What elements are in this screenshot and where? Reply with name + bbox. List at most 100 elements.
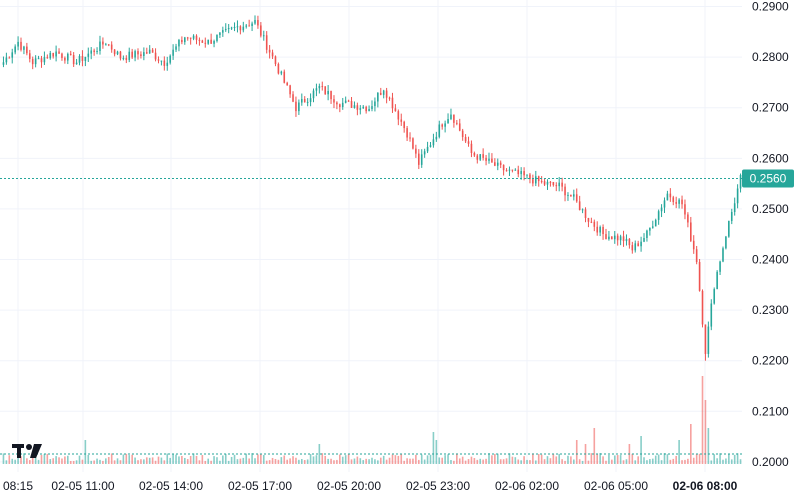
volume-bar: [502, 459, 505, 464]
volume-bar: [140, 459, 142, 464]
candle-body: [207, 39, 210, 44]
candle-body: [134, 51, 136, 58]
volume-bar: [599, 453, 601, 464]
volume-bar: [488, 453, 490, 464]
volume-bar: [423, 459, 426, 464]
candle-body: [546, 181, 549, 185]
candle-body: [540, 181, 543, 183]
volume-bar: [34, 456, 37, 464]
volume-bar: [719, 453, 721, 464]
volume-bar: [415, 454, 417, 464]
volume-bar: [254, 458, 256, 464]
volume-bar: [347, 454, 350, 464]
candle-body: [605, 234, 607, 240]
candle-body: [622, 236, 625, 242]
x-tick-label: 02-05 23:00: [406, 479, 470, 493]
volume-bar: [184, 457, 186, 464]
volume-bar: [37, 459, 40, 464]
candle-body: [78, 56, 81, 63]
candle-body: [429, 145, 432, 147]
y-tick-label: 0.2000: [752, 455, 789, 469]
chart-grid: [0, 0, 742, 472]
candle-body: [87, 53, 90, 57]
volume-bar: [453, 460, 455, 464]
candle-body: [581, 209, 584, 211]
candle-body: [657, 211, 660, 220]
volume-bar: [93, 460, 95, 464]
candle-body: [160, 60, 163, 62]
volume-bar: [11, 458, 14, 464]
candle-body: [353, 105, 356, 108]
volume-bar: [681, 460, 683, 464]
candle-body: [575, 194, 578, 202]
candle-body: [260, 25, 262, 36]
candle-body: [505, 170, 508, 172]
candle-body: [619, 236, 622, 241]
current-price-value: 0.2560: [750, 172, 787, 186]
candle-body: [561, 182, 563, 187]
candle-body: [403, 121, 405, 129]
candle-body: [453, 114, 455, 123]
time-axis[interactable]: 08:15 02-05 11:00 02-05 14:00 02-05 17:00 02…: [3, 479, 738, 493]
candle-body: [154, 52, 157, 60]
candle-body: [84, 56, 87, 61]
candle-body: [558, 182, 560, 187]
candle-body: [450, 114, 452, 120]
candle-body: [379, 92, 382, 95]
volume-bar: [532, 453, 534, 464]
volume-bar: [289, 458, 291, 464]
candle-body: [242, 26, 245, 31]
volume-bar: [377, 460, 379, 464]
x-tick-label: 02-06 02:00: [495, 479, 559, 493]
candle-body: [599, 226, 601, 233]
candle-body: [701, 290, 704, 325]
volume-bar: [324, 455, 327, 464]
tradingview-logo-icon[interactable]: [12, 444, 42, 458]
candle-body: [584, 209, 587, 218]
y-tick-label: 0.2400: [752, 253, 789, 267]
price-axis[interactable]: 0.2900 0.2800 0.2700 0.2600 0.2500 0.2400 0.23…: [752, 0, 789, 469]
candle-body: [192, 35, 195, 39]
candle-body: [625, 238, 628, 242]
x-tick-label: 08:15: [3, 479, 33, 493]
volume-bar: [482, 459, 484, 464]
candle-body: [537, 176, 540, 182]
volume-bar: [163, 460, 166, 464]
candle-body: [496, 162, 499, 166]
volume-bar: [365, 458, 367, 464]
candle-body: [458, 123, 461, 131]
candle-body: [43, 57, 46, 63]
candle-body: [178, 39, 180, 47]
volume-bar: [69, 460, 72, 464]
candle-body: [169, 55, 171, 63]
candle-body: [654, 219, 657, 227]
candle-body: [96, 51, 98, 53]
volume-bar: [274, 458, 277, 464]
volume-bar: [227, 460, 230, 464]
volume-bar: [684, 459, 686, 464]
volume-bar: [496, 453, 499, 464]
candle-body: [473, 152, 476, 156]
volume-bar: [178, 456, 180, 464]
volume-bar: [239, 458, 242, 464]
candle-body: [613, 235, 616, 240]
volume-bar: [687, 458, 689, 464]
candle-body: [245, 25, 248, 27]
volume-bar: [663, 453, 666, 464]
candle-body: [31, 58, 34, 65]
candle-body: [210, 39, 212, 44]
volume-bar: [485, 458, 487, 464]
volume-bar: [321, 453, 324, 464]
volume-bar: [625, 459, 628, 464]
candle-body: [502, 164, 505, 171]
volume-bar: [260, 454, 262, 464]
candle-body: [2, 62, 5, 65]
volume-bar: [467, 459, 470, 464]
volume-bar: [251, 453, 253, 464]
volume-bar: [362, 460, 365, 464]
candle-body: [236, 26, 239, 28]
candle-body: [306, 101, 309, 103]
volume-bar: [283, 455, 286, 464]
volume-bar: [43, 454, 46, 464]
candle-body: [128, 51, 131, 60]
